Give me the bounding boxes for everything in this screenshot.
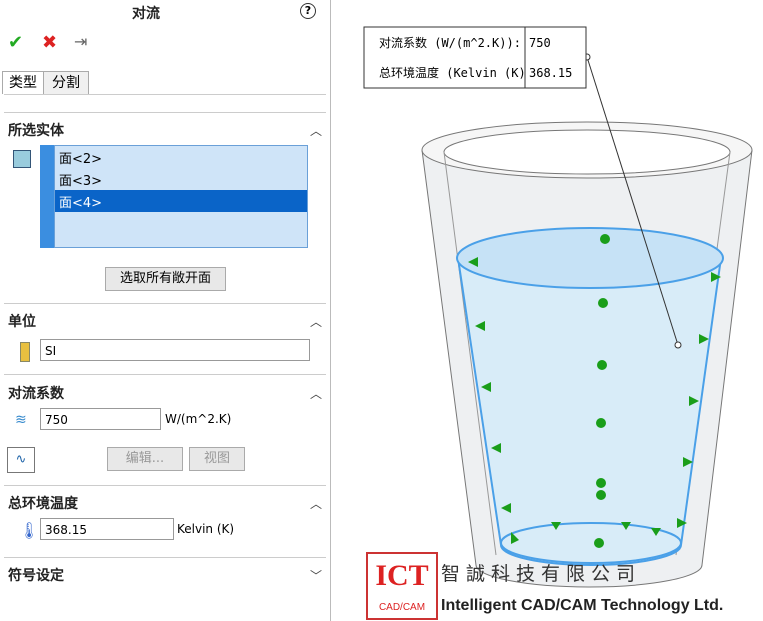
edit-button[interactable]: 编辑... [107, 447, 183, 471]
list-item[interactable]: 面<4> [55, 190, 307, 212]
section-heading: 总环境温度 [8, 496, 78, 512]
callout-label: 对流系数 (W/(m^2.K)): [379, 35, 521, 50]
tab[interactable]: 类型 [2, 71, 44, 94]
graphics-view: 对流系数 (W/(m^2.K)): 750 总环境温度 (Kelvin (K) … [363, 26, 753, 620]
section-heading: 对流系数 [8, 386, 64, 402]
temperature-icon: 🌡 [19, 521, 40, 540]
units-select[interactable]: SI [40, 339, 310, 361]
load-symbols [468, 234, 721, 548]
callout-label: 总环境温度 (Kelvin (K) [379, 65, 526, 80]
callout-box [363, 26, 587, 89]
face-icon [13, 150, 31, 168]
company-cn: 智誠科技有限公司 [441, 563, 641, 585]
collapse-icon[interactable]: ︿ [309, 387, 322, 401]
logo-box [366, 552, 438, 620]
collapse-icon[interactable]: ︿ [309, 315, 322, 329]
help-button[interactable]: ? [300, 3, 316, 19]
section-heading: 符号设定 [8, 568, 64, 584]
company-en: Intelligent CAD/CAM Technology Ltd. [441, 597, 723, 614]
cup [421, 121, 753, 588]
leader-end [674, 341, 682, 349]
tab[interactable]: 分割 [43, 71, 89, 95]
view-button[interactable]: 视图 [189, 447, 245, 471]
convection-input[interactable]: 750 [40, 408, 161, 430]
cancel-button[interactable]: ✖ [42, 32, 58, 53]
section-heading: 单位 [8, 314, 36, 330]
section-heading: 所选实体 [8, 123, 64, 139]
unit-label: Kelvin (K) [177, 522, 235, 536]
logo-sub: CAD/CAM [379, 602, 425, 613]
callout-value: 368.15 [529, 66, 572, 80]
select-all-button[interactable]: 选取所有敞开面 [105, 267, 226, 291]
unit-icon [20, 342, 30, 362]
ok-button[interactable]: ✔ [8, 32, 24, 53]
leader-line [586, 56, 679, 346]
unit-label: W/(m^2.K) [165, 412, 232, 426]
list-item[interactable]: 面<2> [59, 152, 103, 167]
collapse-icon[interactable]: ︿ [309, 124, 322, 138]
callout-value: 750 [529, 36, 551, 50]
list-bar [40, 145, 54, 248]
collapse-icon[interactable]: ︿ [309, 497, 322, 511]
panel-title: 对流 [132, 6, 160, 22]
expand-icon[interactable]: ﹀ [309, 569, 322, 583]
entity-list[interactable]: 面<2> 面<3> 面<4> [54, 145, 308, 248]
property-panel: 对流 ? ✔ ✖ ⇥ 类型 分割 所选实体 ︿ 面<2> 面<3> 面<4> 选… [0, 0, 331, 621]
graph-button[interactable]: ∿ [7, 447, 35, 473]
ambient-input[interactable]: 368.15 [40, 518, 174, 540]
convection-icon: ≋ [15, 412, 27, 428]
pin-button[interactable]: ⇥ [74, 32, 88, 51]
logo-text: ICT [375, 559, 428, 592]
watermark: ICT CAD/CAM 智誠科技有限公司 Intelligent CAD/CAM… [366, 552, 723, 620]
list-item[interactable]: 面<3> [59, 174, 103, 189]
